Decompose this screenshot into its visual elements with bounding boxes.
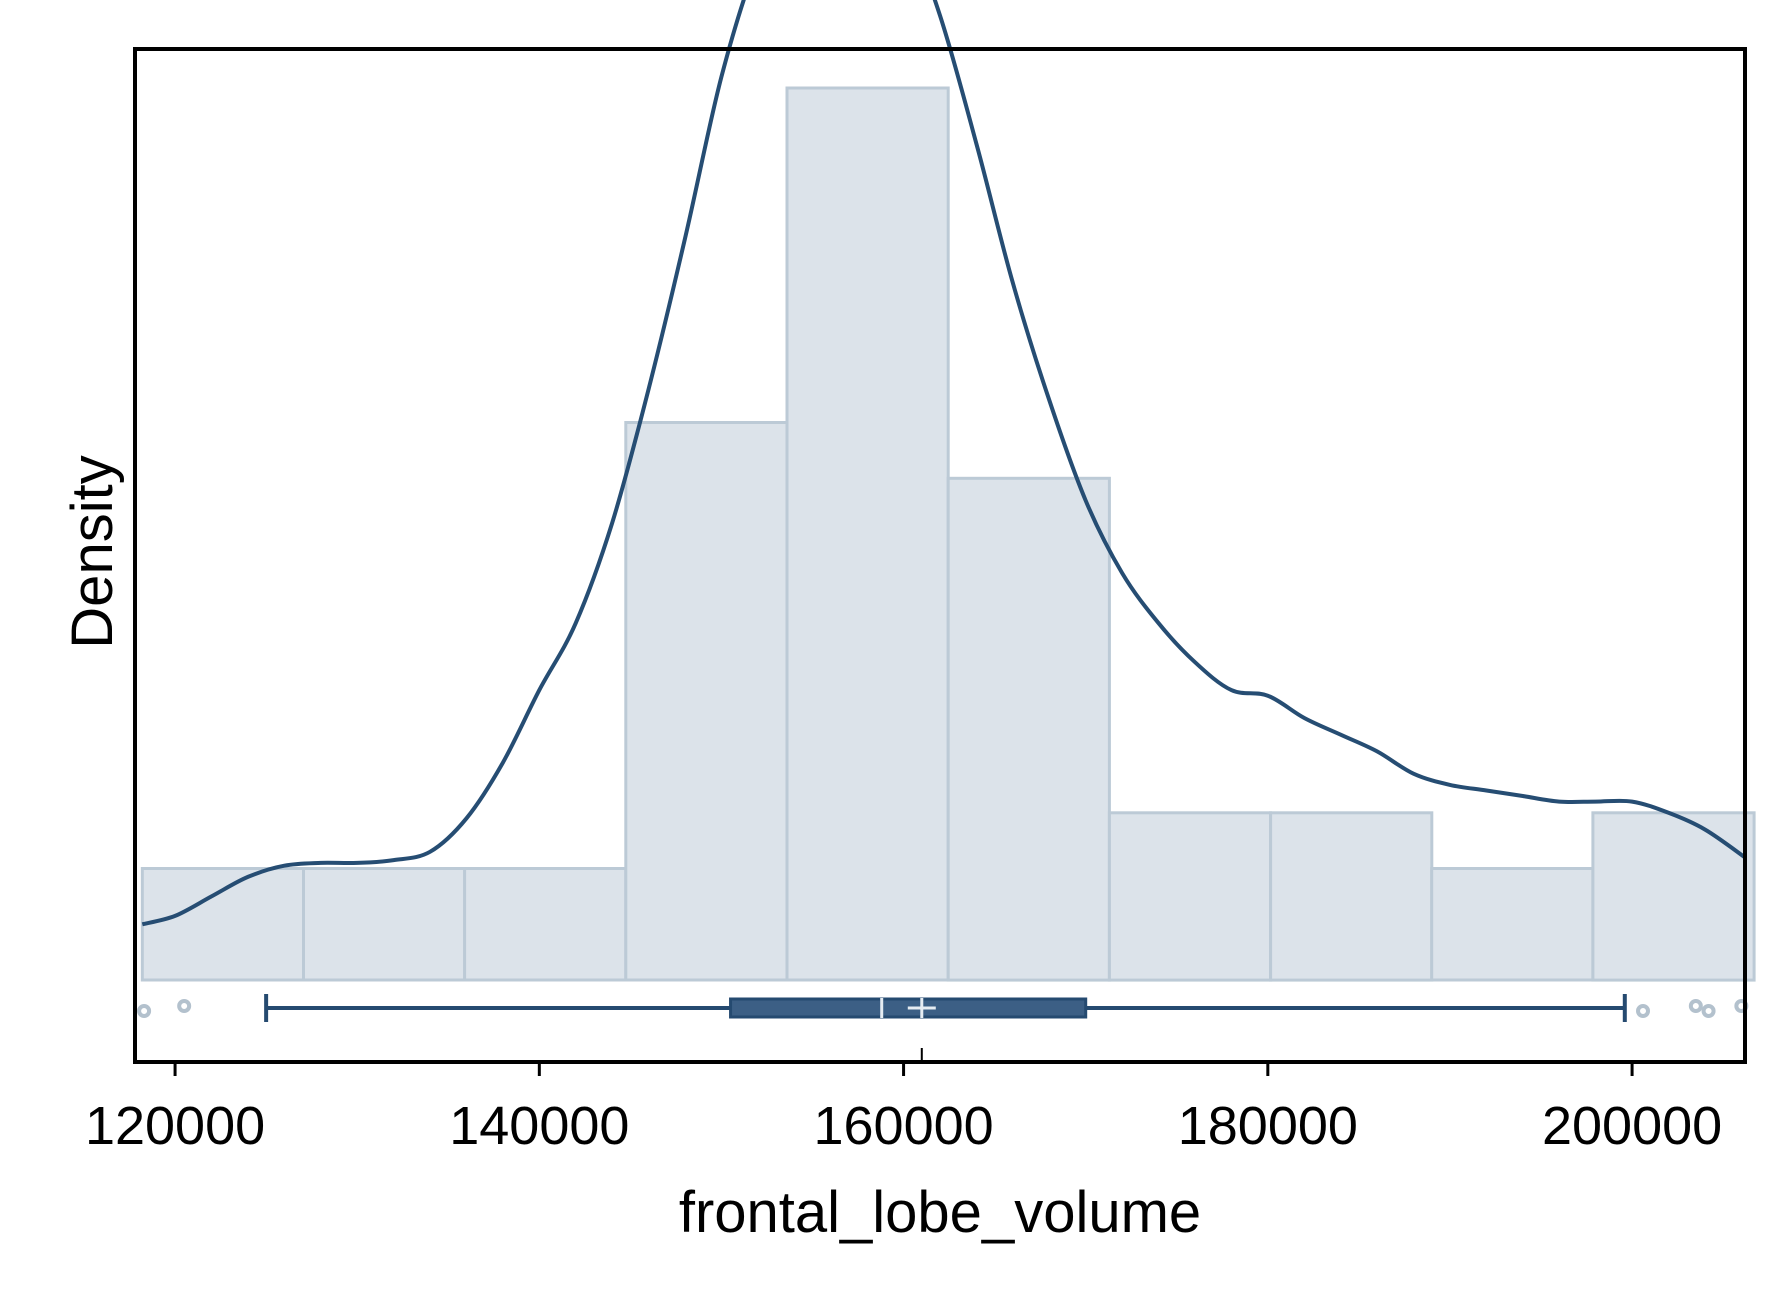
- boxplot-outlier-3: [1636, 1004, 1651, 1018]
- y-axis-title: Density: [60, 455, 125, 648]
- boxplot-outlier-1: [137, 1004, 152, 1018]
- density-curve-layer: [141, 0, 1747, 927]
- histogram-bar-7: [1107, 811, 1273, 982]
- boxplot: [137, 994, 1749, 1062]
- boxplot-outlier-2: [177, 999, 192, 1013]
- histogram-bar-5: [785, 86, 950, 982]
- histogram-bar-9: [1430, 867, 1595, 982]
- x-tick-label-4: 180000: [1178, 1096, 1358, 1156]
- x-tick-label-5: 200000: [1542, 1096, 1722, 1156]
- histogram-bar-3: [463, 867, 628, 982]
- histogram-bar-8: [1269, 811, 1434, 982]
- histogram-bar-6: [946, 476, 1111, 982]
- x-tick-label-3: 160000: [813, 1096, 993, 1156]
- x-axis: 120000 140000 160000 180000 200000: [85, 1062, 1722, 1156]
- plot-frame: [133, 47, 1747, 1064]
- histogram-bars: [140, 86, 1756, 982]
- histogram-bar-2: [302, 867, 467, 982]
- histogram-bar-1: [140, 867, 305, 982]
- density-curve: [141, 0, 1747, 927]
- histogram-bar-4: [624, 421, 789, 982]
- boxplot-outlier-5: [1701, 1004, 1716, 1018]
- histogram-bar-10: [1591, 811, 1756, 982]
- x-tick-label-1: 120000: [85, 1096, 265, 1156]
- x-tick-label-2: 140000: [449, 1096, 629, 1156]
- boxplot-outlier-4: [1688, 999, 1703, 1013]
- x-axis-title: frontal_lobe_volume: [679, 1180, 1201, 1245]
